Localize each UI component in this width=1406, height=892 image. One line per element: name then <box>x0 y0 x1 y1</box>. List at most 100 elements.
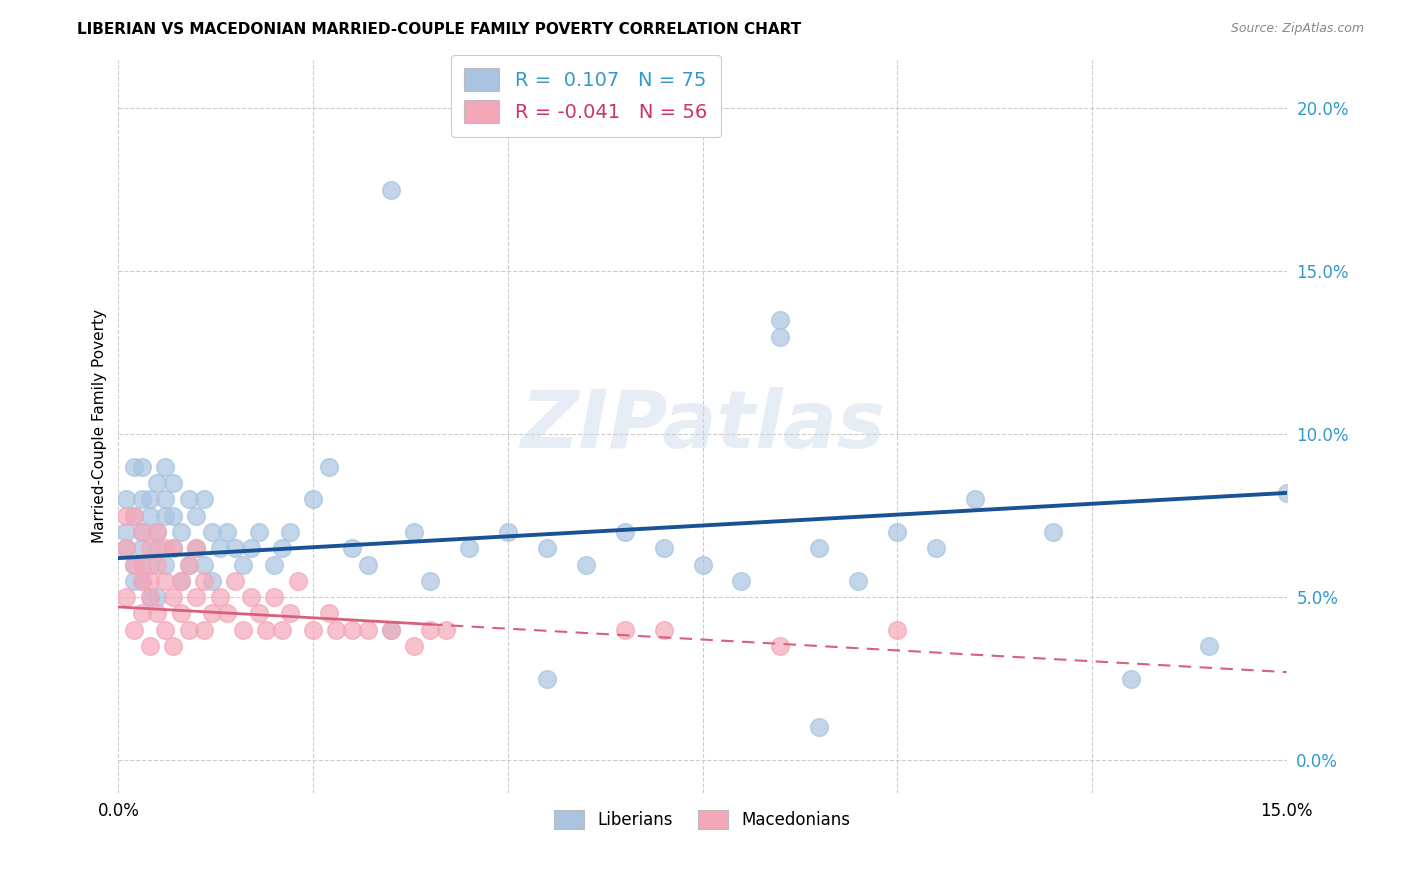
Point <box>153 492 176 507</box>
Point <box>138 639 160 653</box>
Point <box>122 574 145 588</box>
Point <box>536 541 558 556</box>
Point <box>769 313 792 327</box>
Point <box>254 623 277 637</box>
Point <box>146 607 169 621</box>
Point <box>186 541 208 556</box>
Y-axis label: Married-Couple Family Poverty: Married-Couple Family Poverty <box>93 310 107 543</box>
Point <box>193 558 215 572</box>
Point <box>138 590 160 604</box>
Point <box>122 508 145 523</box>
Point <box>278 607 301 621</box>
Point <box>536 672 558 686</box>
Point <box>208 541 231 556</box>
Point <box>208 590 231 604</box>
Point <box>162 508 184 523</box>
Point <box>131 607 153 621</box>
Point <box>138 574 160 588</box>
Point <box>177 558 200 572</box>
Point <box>146 476 169 491</box>
Point <box>201 524 224 539</box>
Point <box>239 541 262 556</box>
Point <box>692 558 714 572</box>
Point <box>153 459 176 474</box>
Point <box>232 623 254 637</box>
Point <box>186 508 208 523</box>
Point <box>808 541 831 556</box>
Point <box>138 492 160 507</box>
Point <box>419 574 441 588</box>
Point <box>170 574 193 588</box>
Point <box>434 623 457 637</box>
Point <box>131 558 153 572</box>
Point <box>146 558 169 572</box>
Point <box>356 623 378 637</box>
Point <box>1275 486 1298 500</box>
Point <box>193 492 215 507</box>
Point <box>340 623 363 637</box>
Point <box>131 524 153 539</box>
Point <box>122 558 145 572</box>
Point <box>186 590 208 604</box>
Point <box>613 623 636 637</box>
Point <box>652 541 675 556</box>
Point <box>153 574 176 588</box>
Point <box>170 607 193 621</box>
Point <box>808 721 831 735</box>
Point <box>613 524 636 539</box>
Point <box>146 541 169 556</box>
Point <box>153 558 176 572</box>
Point <box>1198 639 1220 653</box>
Point <box>886 524 908 539</box>
Point <box>146 524 169 539</box>
Point <box>138 541 160 556</box>
Point <box>224 574 246 588</box>
Point <box>138 508 160 523</box>
Point <box>122 623 145 637</box>
Point <box>193 623 215 637</box>
Point <box>115 541 138 556</box>
Point <box>730 574 752 588</box>
Point <box>146 524 169 539</box>
Point <box>325 623 347 637</box>
Point <box>965 492 987 507</box>
Point <box>278 524 301 539</box>
Point <box>131 574 153 588</box>
Point <box>115 492 138 507</box>
Point <box>302 492 325 507</box>
Point <box>122 459 145 474</box>
Point <box>170 524 193 539</box>
Legend: Liberians, Macedonians: Liberians, Macedonians <box>548 803 858 836</box>
Point <box>769 639 792 653</box>
Point <box>846 574 869 588</box>
Point <box>115 590 138 604</box>
Point <box>131 492 153 507</box>
Point <box>217 607 239 621</box>
Point <box>263 558 285 572</box>
Point <box>131 459 153 474</box>
Point <box>380 183 402 197</box>
Point <box>122 558 145 572</box>
Point <box>193 574 215 588</box>
Point <box>224 541 246 556</box>
Point <box>1119 672 1142 686</box>
Point <box>162 476 184 491</box>
Point <box>247 524 270 539</box>
Point <box>162 590 184 604</box>
Text: ZIPatlas: ZIPatlas <box>520 387 884 465</box>
Point <box>769 329 792 343</box>
Point <box>247 607 270 621</box>
Point <box>131 541 153 556</box>
Point <box>177 558 200 572</box>
Point <box>1042 524 1064 539</box>
Point <box>153 541 176 556</box>
Point <box>457 541 479 556</box>
Point <box>380 623 402 637</box>
Point <box>496 524 519 539</box>
Point <box>201 574 224 588</box>
Point <box>340 541 363 556</box>
Text: LIBERIAN VS MACEDONIAN MARRIED-COUPLE FAMILY POVERTY CORRELATION CHART: LIBERIAN VS MACEDONIAN MARRIED-COUPLE FA… <box>77 22 801 37</box>
Point <box>318 459 340 474</box>
Point <box>122 508 145 523</box>
Point <box>153 508 176 523</box>
